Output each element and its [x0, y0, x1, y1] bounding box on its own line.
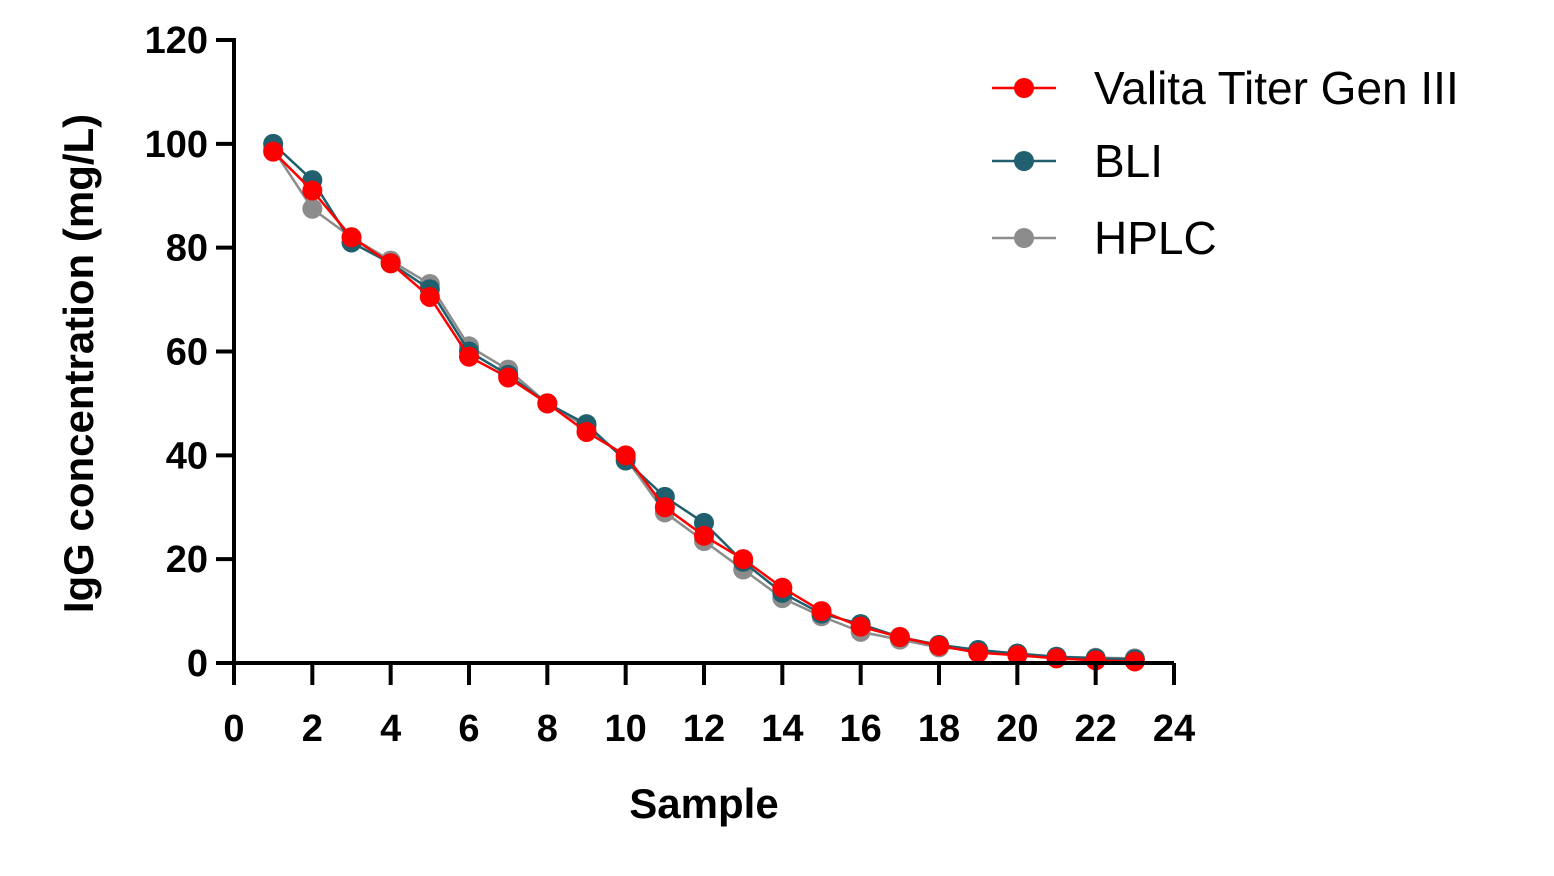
data-point — [380, 253, 401, 274]
x-tick-label: 2 — [302, 708, 323, 750]
data-point — [1046, 648, 1067, 669]
x-axis-title: Sample — [629, 780, 778, 827]
legend-entry: BLI — [992, 135, 1163, 187]
data-point — [929, 635, 949, 656]
data-point — [615, 445, 636, 466]
x-tick-label: 22 — [1075, 708, 1117, 750]
data-point — [1007, 645, 1028, 666]
data-point — [263, 141, 284, 162]
y-tick-label: 20 — [166, 539, 208, 581]
data-point — [850, 616, 871, 637]
x-tick-label: 10 — [605, 708, 647, 750]
data-point — [1085, 650, 1106, 671]
data-point — [772, 577, 793, 598]
series-valita-titer-gen-iii — [263, 141, 1145, 672]
data-point — [459, 346, 479, 367]
x-tick-label: 20 — [996, 708, 1038, 750]
series-line — [272, 142, 1135, 661]
data-point — [889, 627, 910, 648]
legend-swatch-marker — [1014, 151, 1034, 171]
data-point — [302, 180, 323, 201]
y-tick-label: 40 — [166, 435, 208, 477]
data-point — [576, 421, 597, 442]
data-point — [968, 642, 989, 663]
data-point — [694, 525, 714, 546]
series-bli — [263, 133, 1145, 670]
data-point — [302, 198, 323, 219]
data-point — [537, 393, 558, 414]
legend: Valita Titer Gen III BLI HPLC — [992, 62, 1459, 264]
series-hplc — [263, 139, 1145, 669]
data-point — [498, 367, 519, 388]
legend-entry: HPLC — [992, 212, 1217, 264]
legend-swatch-marker — [1014, 78, 1034, 98]
data-point — [341, 227, 362, 248]
data-point — [654, 497, 675, 518]
y-axis-title: IgG concentration (mg/L) — [55, 114, 102, 613]
legend-label: HPLC — [1094, 212, 1217, 264]
x-tick-label: 16 — [840, 708, 882, 750]
y-tick-label: 80 — [166, 228, 208, 270]
legend-entry: Valita Titer Gen III — [992, 62, 1459, 114]
y-tick-label: 120 — [145, 20, 208, 62]
series-line — [272, 148, 1135, 660]
legend-label: BLI — [1094, 135, 1163, 187]
x-tick-label: 24 — [1153, 708, 1195, 750]
series-layer — [263, 133, 1145, 672]
x-tick-label: 8 — [537, 708, 558, 750]
x-tick-label: 14 — [761, 708, 803, 750]
data-point — [733, 549, 754, 570]
x-tick-label: 18 — [918, 708, 960, 750]
x-tick-label: 0 — [223, 708, 244, 750]
y-tick-label: 100 — [145, 124, 208, 166]
x-tick-label: 4 — [380, 708, 401, 750]
legend-label: Valita Titer Gen III — [1094, 62, 1459, 114]
data-point — [419, 286, 440, 307]
axes-layer — [232, 38, 1174, 665]
y-tick-label: 60 — [166, 332, 208, 374]
x-tick-label: 6 — [458, 708, 479, 750]
data-point — [811, 601, 832, 622]
legend-swatch-marker — [1014, 228, 1034, 248]
series-line — [272, 150, 1135, 663]
x-tick-label: 12 — [683, 708, 725, 750]
y-tick-label: 0 — [187, 643, 208, 685]
